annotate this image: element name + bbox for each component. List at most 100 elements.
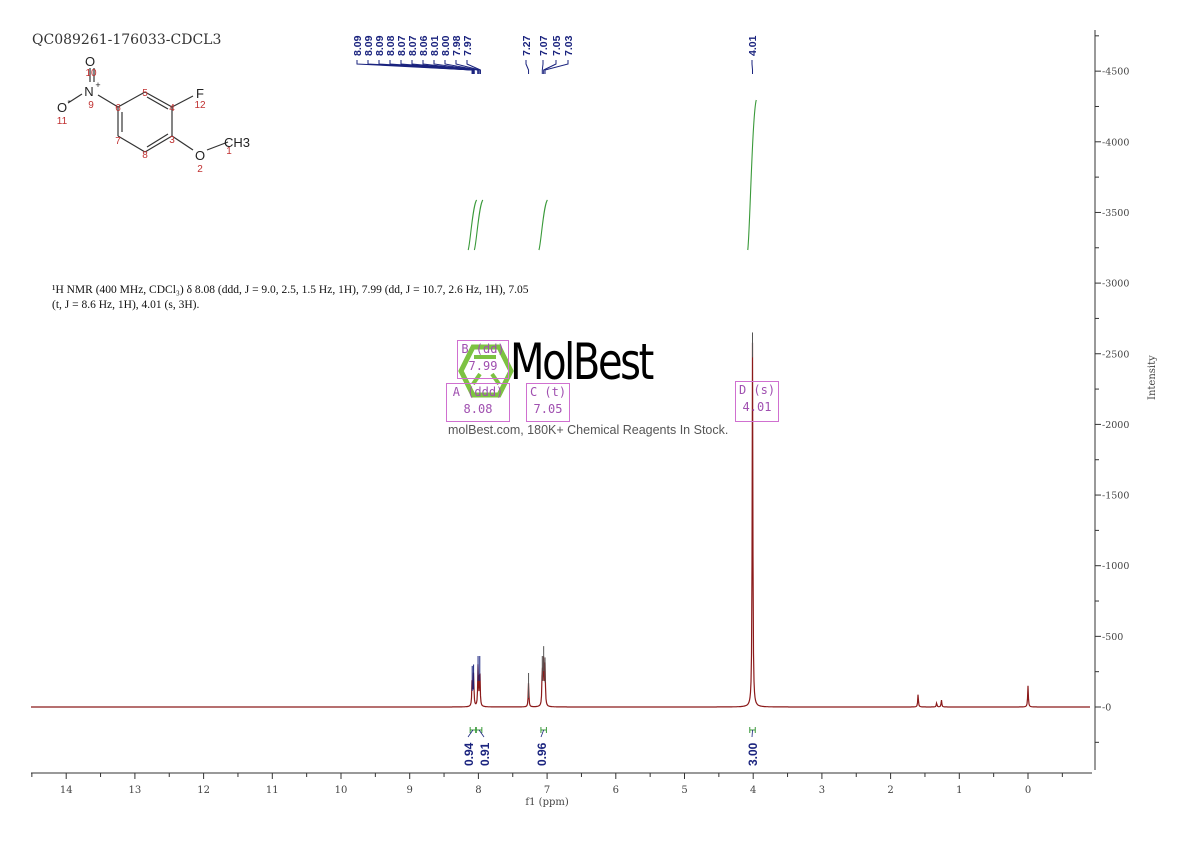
atom-label: CH3 (224, 135, 250, 150)
peak-label-connector (455, 60, 481, 74)
atom-label: O (195, 148, 205, 163)
peak-label: 8.08 (385, 35, 397, 56)
x-tick-label: 10 (335, 785, 348, 796)
atom-number: 4 (169, 103, 175, 114)
peak-label: 7.97 (462, 35, 474, 56)
multiplet-shift: 7.99 (468, 359, 498, 373)
integral-curve (467, 199, 478, 251)
x-tick-label: 1 (956, 785, 962, 796)
bond (146, 133, 169, 148)
x-tick-label: 11 (266, 785, 279, 796)
integral-curve (747, 99, 757, 251)
peak-label: 8.07 (396, 35, 408, 56)
y-tick-label: -2000 (1102, 420, 1129, 431)
integral-value: 0.91 (478, 742, 492, 766)
multiplet-shift: 4.01 (742, 400, 772, 414)
multiplet-box-b: B (dd) 7.99 (457, 340, 509, 379)
x-tick-label: 4 (750, 785, 756, 796)
atom-number: 9 (88, 100, 94, 111)
y-tick-label: -2500 (1102, 349, 1129, 360)
bond (146, 96, 169, 110)
x-tick-label: 9 (407, 785, 413, 796)
atom-label: N (84, 84, 93, 99)
multiplet-label: B (dd) (461, 342, 505, 356)
atom-label: O (57, 100, 67, 115)
y-axis-label: Intensity (1147, 355, 1158, 400)
x-tick-label: 13 (129, 785, 142, 796)
atom-number: 7 (115, 136, 121, 147)
x-tick-label: 14 (60, 785, 73, 796)
peak-label-connector (422, 60, 475, 74)
x-tick-label: 2 (887, 785, 893, 796)
integral-connector (751, 729, 753, 738)
multiplet-box-c: C (t) 7.05 (526, 383, 570, 422)
bond (117, 91, 146, 108)
peak-label: 8.01 (429, 35, 441, 56)
watermark-text: molBest.com, 180K+ Chemical Reagents In … (448, 423, 729, 437)
atom-number: 8 (142, 150, 148, 161)
sample-id: QC089261-176033-CDCL3 (32, 32, 222, 48)
integral-value: 0.94 (462, 742, 476, 766)
peak-label: 4.01 (747, 35, 759, 56)
atom-number: 10 (85, 68, 97, 79)
multiplet-box-d: D (s) 4.01 (735, 381, 779, 422)
integral-bracket (540, 727, 547, 733)
atom-number: 3 (169, 135, 175, 146)
x-tick-label: 8 (475, 785, 481, 796)
y-tick-label: -1500 (1102, 491, 1129, 502)
peak-label-connector (751, 60, 754, 74)
multiplet-label: A (ddd) (452, 385, 504, 399)
y-tick-label: -0 (1102, 703, 1111, 714)
x-tick-label: 12 (197, 785, 210, 796)
peak-label-connector (444, 60, 479, 74)
atom-number: 2 (197, 164, 203, 175)
atom-label: O (85, 54, 95, 69)
peak-label-connector (544, 60, 569, 74)
atom-number: 1 (226, 146, 232, 157)
peak-label: 8.09 (363, 35, 375, 56)
peak-label: 7.27 (521, 35, 533, 56)
x-tick-label: 5 (681, 785, 687, 796)
peak-label-connector (543, 60, 557, 74)
x-tick-label: 0 (1025, 785, 1031, 796)
integral-connector (540, 729, 545, 738)
description-line: ¹H NMR (400 MHz, CDCl₃) δ 8.08 (ddd, J =… (52, 284, 529, 296)
bond (171, 135, 194, 151)
integral-curve (538, 199, 548, 251)
integral-connector (467, 729, 474, 738)
multiplet-shift: 7.05 (533, 402, 563, 416)
x-tick-label: 7 (544, 785, 550, 796)
peak-label: 8.07 (407, 35, 419, 56)
peak-label: 8.09 (374, 35, 386, 56)
peak-label-connector (433, 60, 479, 74)
x-axis-label: f1 (ppm) (525, 797, 568, 808)
peak-label-connector (541, 60, 544, 74)
bond (67, 93, 83, 104)
peak-label: 7.07 (538, 35, 550, 56)
peak-label: 7.05 (551, 35, 563, 56)
multiplet-shift: 8.08 (463, 402, 493, 416)
peak-label: 8.09 (352, 35, 364, 56)
peak-label: 7.98 (451, 35, 463, 56)
y-tick-label: -500 (1102, 632, 1123, 643)
y-tick-label: -1000 (1102, 561, 1129, 572)
bond (171, 95, 194, 108)
bond (144, 91, 173, 108)
y-tick-label: -4500 (1102, 67, 1129, 78)
bond (206, 141, 229, 151)
molbest-hexagon-icon (458, 344, 514, 398)
multiplet-label: D (s) (738, 383, 776, 397)
y-tick-label: -3500 (1102, 208, 1129, 219)
charge-label: - (67, 96, 70, 107)
integral-connector (478, 729, 485, 738)
y-tick-label: -4000 (1102, 137, 1129, 148)
integral-curve (473, 199, 484, 251)
charge-label: + (95, 80, 100, 90)
x-tick-label: 3 (819, 785, 825, 796)
atom-number: 11 (57, 116, 68, 127)
nmr-description: ¹H NMR (400 MHz, CDCl₃) δ 8.08 (ddd, J =… (52, 283, 529, 313)
peak-label: 8.00 (440, 35, 452, 56)
atom-number: 5 (142, 88, 148, 99)
spectrum-line (31, 342, 1090, 708)
